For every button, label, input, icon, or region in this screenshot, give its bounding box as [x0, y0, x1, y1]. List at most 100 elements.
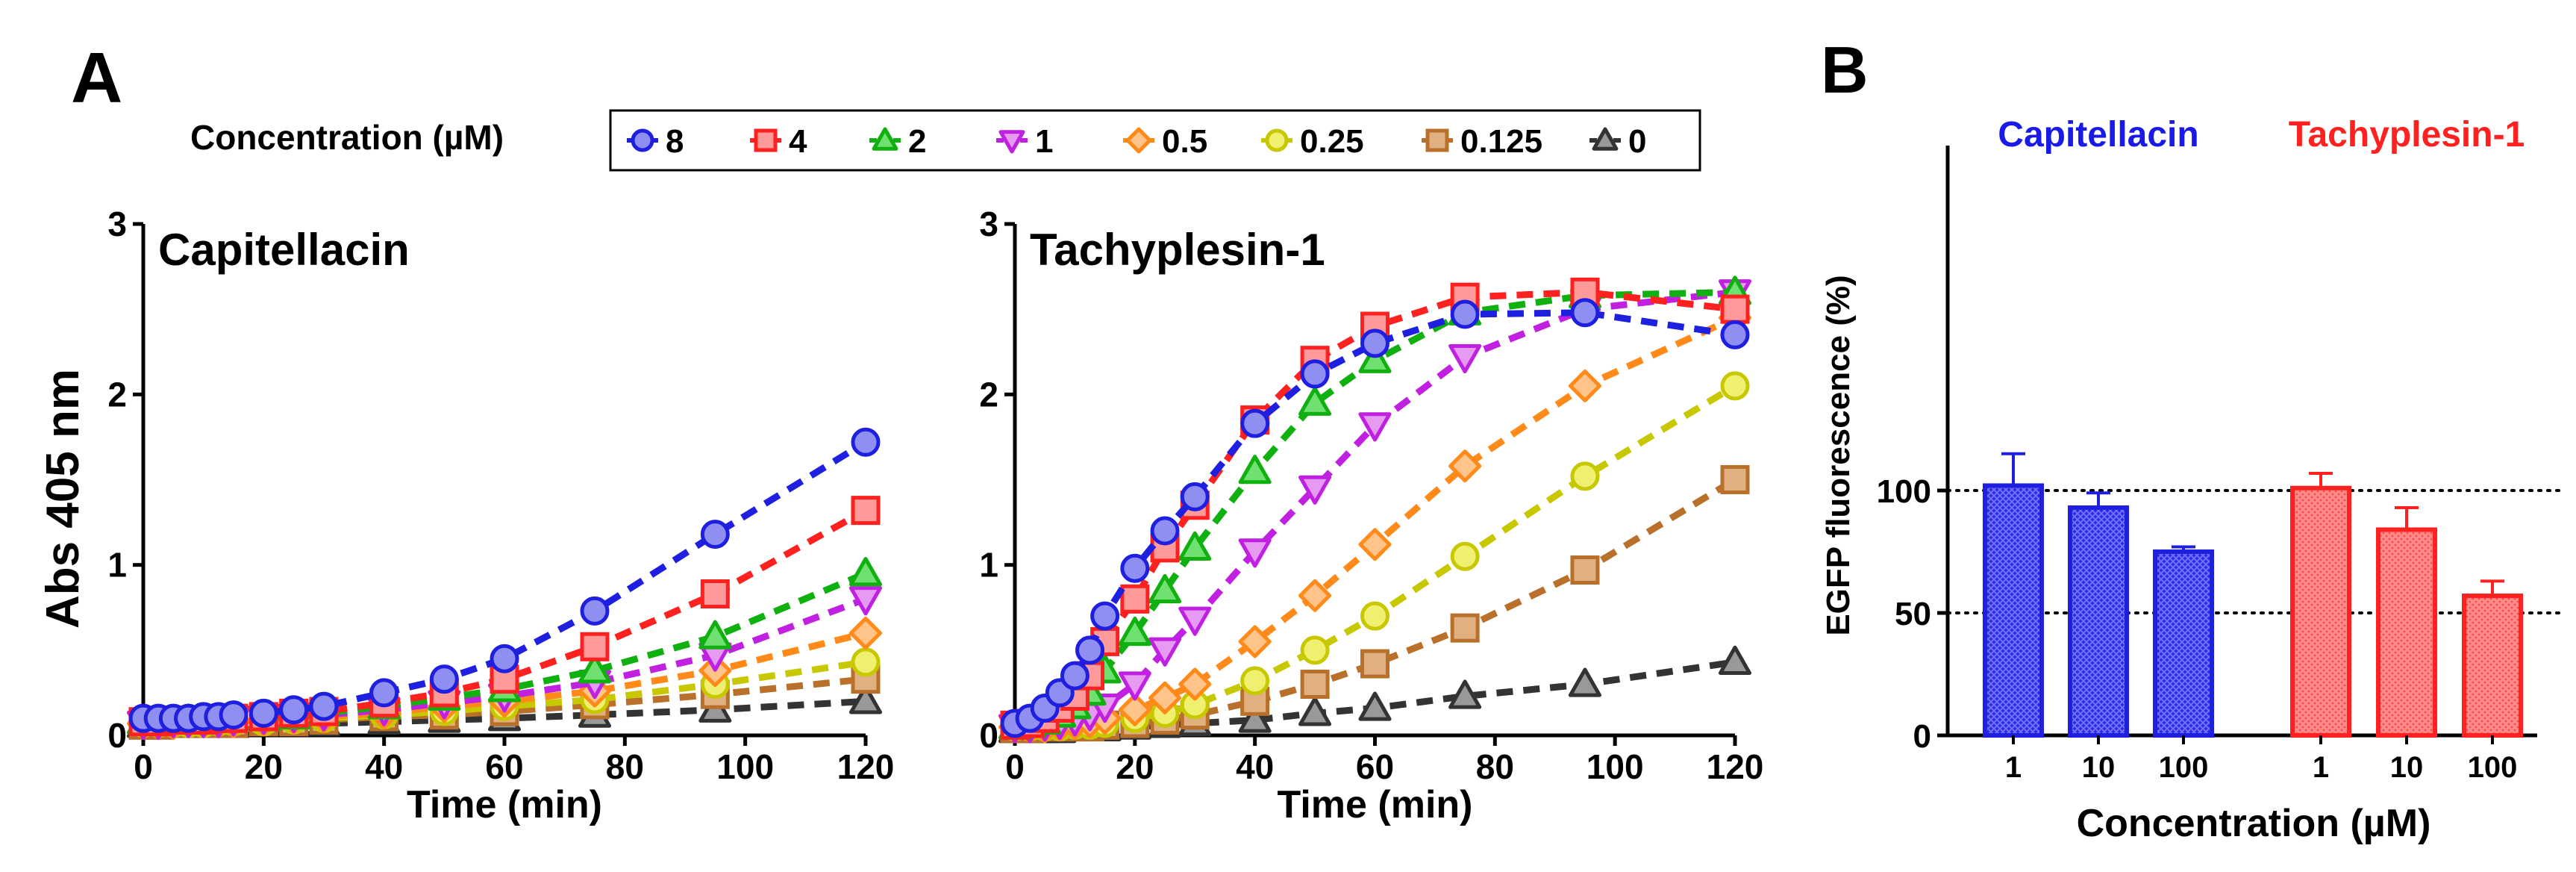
point-1: [1148, 637, 1182, 667]
point-8: [1240, 408, 1270, 438]
point-8: [1570, 298, 1600, 328]
y-tick-label: 2: [979, 375, 998, 414]
point-8: [1075, 635, 1105, 665]
point-0: [1568, 667, 1602, 697]
point-8: [1120, 553, 1150, 583]
point-1: [1448, 343, 1482, 374]
point-0.125: [1300, 670, 1330, 699]
point-8: [851, 427, 881, 457]
point-0.5: [1568, 369, 1602, 402]
point-0: [1358, 691, 1392, 721]
point-8: [219, 700, 248, 730]
point-2: [1238, 455, 1272, 485]
y-tick-label: 0: [979, 716, 998, 755]
point-8: [279, 695, 309, 725]
legend-marker-8: [631, 128, 654, 152]
legend-label-0.125: 0.125: [1460, 123, 1542, 160]
point-0.25: [851, 647, 881, 677]
x-axis-label: Time (min): [407, 783, 602, 826]
point-1: [1298, 475, 1332, 505]
point-1: [1238, 538, 1272, 568]
point-8: [369, 678, 399, 708]
y-tick-label: 0: [1913, 718, 1931, 755]
point-8: [1180, 482, 1210, 511]
point-2: [698, 620, 732, 650]
point-8: [490, 644, 519, 673]
point-8: [1360, 328, 1389, 358]
bar-capitellacin-1: [1983, 483, 2044, 738]
point-8: [1720, 320, 1750, 349]
x-tick-label: 80: [1476, 747, 1514, 786]
legend-title: Concentration (µM): [190, 118, 504, 157]
x-axis-label: Time (min): [1278, 783, 1473, 826]
y-tick-label: 50: [1895, 596, 1931, 632]
legend-label-2: 2: [908, 123, 926, 160]
x-tick-label: 100: [2159, 751, 2209, 784]
point-8: [1090, 601, 1120, 631]
x-axis-label: Concentration (µM): [2077, 802, 2431, 845]
chart-title: Capitellacin: [158, 225, 410, 275]
panel-a-letter: A: [71, 38, 122, 118]
bar-tachyplesin-1-100: [2462, 594, 2523, 738]
panel-a-y-label: Abs 405 nm: [37, 369, 89, 629]
point-0.25: [1570, 461, 1600, 491]
point-0.5: [1448, 449, 1482, 483]
point-0.5: [848, 616, 883, 650]
point-8: [1150, 516, 1180, 546]
point-0: [1238, 703, 1272, 733]
x-tick-label: 20: [1116, 747, 1154, 786]
x-tick-label: 20: [245, 747, 283, 786]
chart-capitellacin: 0 1 2 3 0 20 40 60 80 100 120 Time (min) Capitellaci…: [107, 205, 894, 826]
point-8: [1300, 359, 1330, 389]
point-2: [1148, 573, 1182, 604]
point-0.125: [1570, 555, 1600, 585]
x-tick-label: 80: [606, 747, 644, 786]
point-2: [1358, 343, 1392, 373]
x-tick-label: 10: [2390, 751, 2424, 784]
point-1: [1178, 606, 1212, 636]
point-0.5: [1298, 579, 1332, 612]
point-0.25: [1360, 601, 1389, 631]
x-tick-label: 40: [365, 747, 403, 786]
chart-title: Tachyplesin-1: [1030, 225, 1325, 275]
x-tick-label: 10: [2082, 751, 2116, 784]
legend-marker-2: [872, 127, 898, 151]
point-0: [1718, 645, 1752, 675]
point-0.25: [1720, 371, 1750, 401]
x-tick-label: 0: [1005, 747, 1025, 786]
point-8: [580, 596, 610, 626]
point-8: [429, 664, 459, 694]
point-4: [1120, 584, 1150, 614]
y-tick-label: 1: [107, 546, 127, 585]
point-0.25: [1240, 666, 1270, 696]
point-0.25: [1300, 635, 1330, 665]
point-4: [580, 632, 610, 661]
point-0: [1448, 679, 1482, 709]
point-2: [1118, 616, 1151, 647]
point-0: [1298, 697, 1332, 726]
point-0.5: [1358, 528, 1392, 561]
y-tick-label: 100: [1877, 473, 1931, 510]
y-axis-label: EGFP fluorescence (%): [1820, 275, 1857, 635]
point-1: [1118, 671, 1151, 701]
point-0: [848, 685, 883, 714]
bar-tachyplesin-1-10: [2376, 527, 2437, 738]
x-tick-label: 100: [716, 747, 774, 786]
x-tick-label: 120: [1707, 747, 1764, 786]
legend-marker-1: [998, 130, 1025, 154]
point-1: [848, 586, 883, 616]
point-4: [1720, 294, 1750, 324]
x-tick-label: 120: [837, 747, 895, 786]
legend-box: [609, 109, 1701, 172]
bar-tachyplesin-1-1: [2290, 485, 2351, 738]
panel-b-group2-title: Tachyplesin-1: [2289, 115, 2525, 155]
panel-b-group1-title: Capitellacin: [1998, 115, 2198, 155]
point-8: [248, 698, 278, 728]
legend-label-1: 1: [1035, 123, 1053, 160]
point-2: [1298, 386, 1332, 416]
legend-marker-0: [1592, 127, 1619, 151]
panel-b-letter: B: [1821, 33, 1869, 107]
legend-label-4: 4: [789, 123, 807, 160]
x-tick-label: 100: [1586, 747, 1644, 786]
